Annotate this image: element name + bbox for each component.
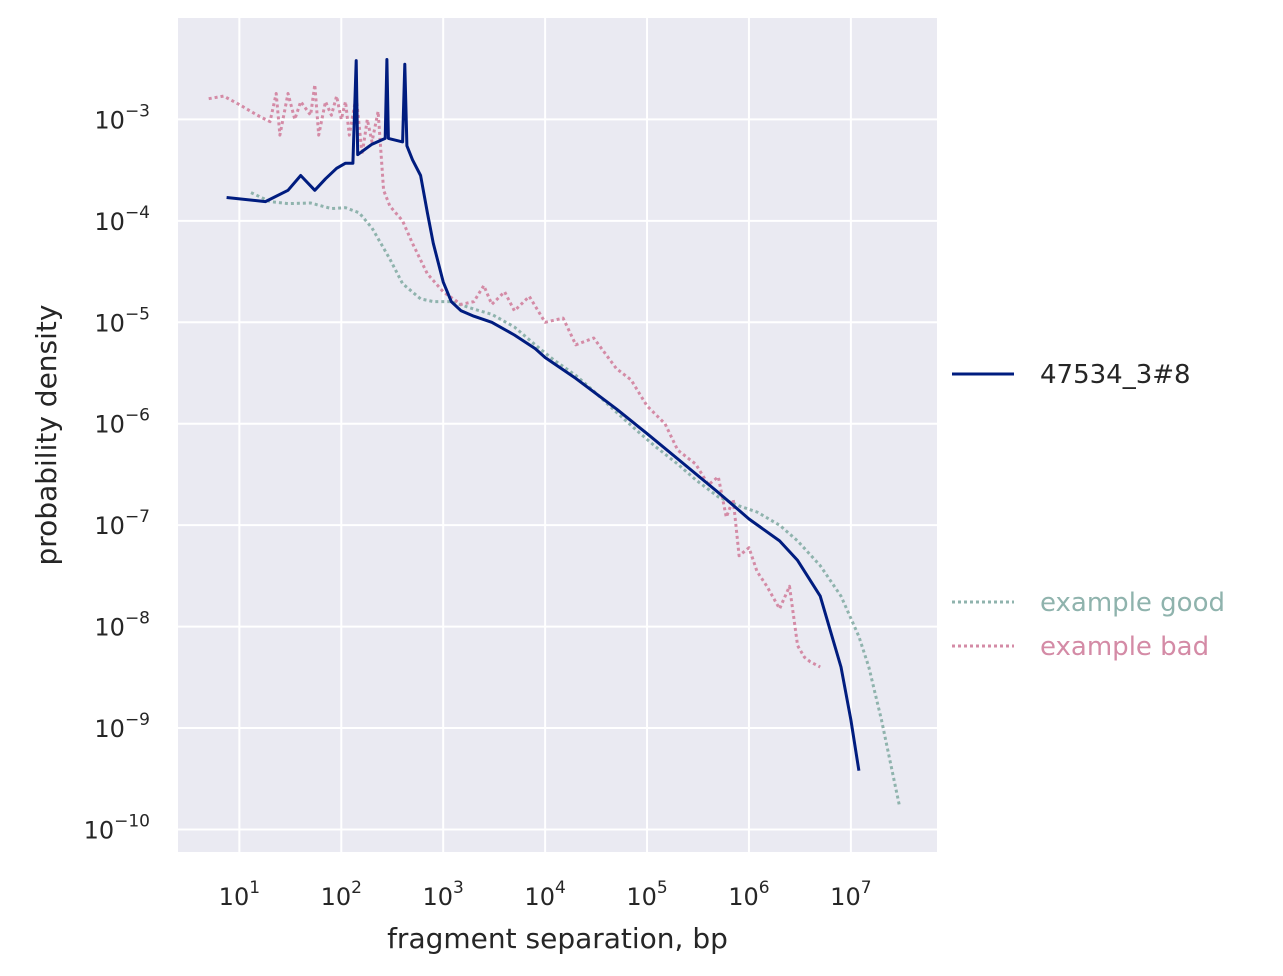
x-tick-label: 105 [626,878,667,911]
y-tick-label: 10−6 [94,406,150,439]
series-line-example-bad [208,83,821,669]
x-tick-label: 101 [219,878,260,911]
x-axis-label: fragment separation, bp [387,922,728,955]
y-tick-label: 10−8 [94,609,150,642]
y-axis-ticks: 10−3 10−4 10−5 10−6 10−7 10−8 10−9 10−10 [84,101,150,844]
x-tick-label: 103 [423,878,464,911]
series-layer [208,58,901,807]
legend-label: 47534_3#8 [1040,360,1191,390]
y-tick-label: 10−3 [94,101,150,134]
y-tick-label: 10−7 [94,507,150,540]
x-tick-label: 104 [524,878,565,911]
x-tick-label: 107 [830,878,871,911]
x-tick-label: 106 [728,878,769,911]
x-tick-label: 102 [321,878,362,911]
series-line-example-good [250,191,901,807]
y-tick-label: 10−9 [94,710,150,743]
x-axis-ticks: 101 102 103 104 105 106 107 [219,878,872,911]
plot-background [178,18,937,852]
y-tick-label: 10−10 [84,811,150,844]
y-tick-label: 10−4 [94,203,150,236]
legend-label: example bad [1040,632,1209,662]
y-tick-label: 10−5 [94,304,150,337]
legend-label: example good [1040,588,1225,618]
y-axis-label: probability density [30,305,63,566]
series-line-47534-3-8 [226,58,861,771]
